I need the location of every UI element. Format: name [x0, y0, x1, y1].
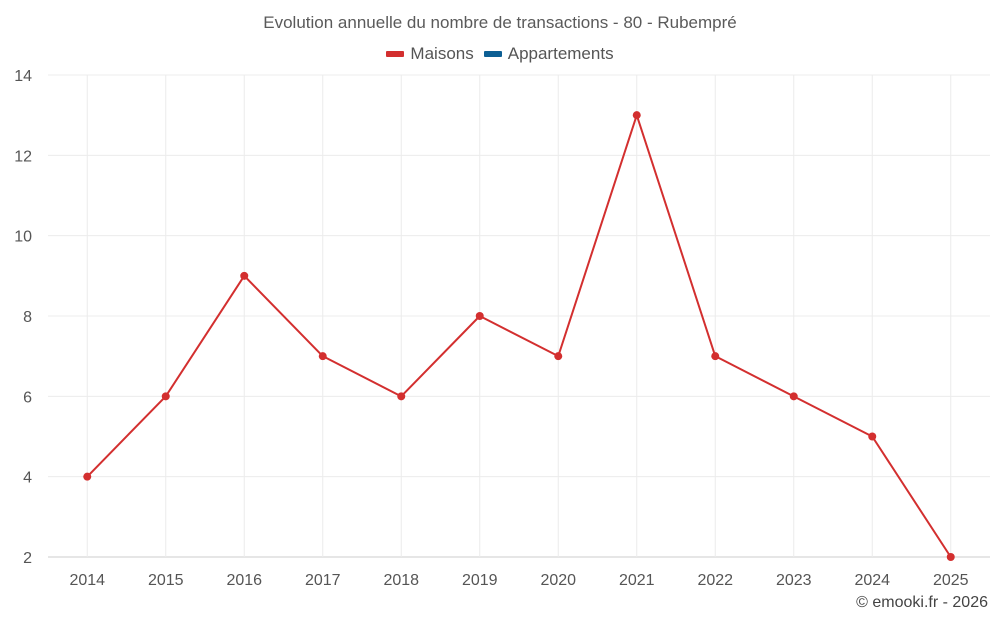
- data-point-maisons-2014: [83, 472, 92, 481]
- x-tick-label: 2016: [226, 572, 262, 589]
- data-point-maisons-2021: [632, 111, 641, 120]
- legend-item-maisons[interactable]: Maisons: [386, 44, 474, 64]
- data-point-maisons-2020: [554, 352, 563, 361]
- legend-label-appartements: Appartements: [507, 44, 614, 63]
- legend-swatch-appartements: [483, 51, 502, 57]
- data-point-maisons-2025: [946, 553, 955, 561]
- legend-item-appartements[interactable]: Appartements: [483, 44, 614, 64]
- x-tick-label: 2025: [933, 572, 969, 589]
- y-tick-label: 8: [23, 309, 32, 326]
- y-tick-label: 6: [23, 389, 32, 406]
- x-tick-label: 2024: [854, 572, 890, 589]
- data-point-maisons-2024: [868, 432, 877, 441]
- x-tick-label: 2019: [462, 572, 498, 589]
- x-tick-label: 2017: [305, 572, 341, 589]
- data-point-maisons-2015: [161, 392, 170, 401]
- chart-title: Evolution annuelle du nombre de transact…: [263, 13, 737, 32]
- x-tick-label: 2015: [148, 572, 184, 589]
- y-tick-label: 2: [23, 550, 32, 567]
- y-tick-label: 10: [14, 229, 32, 246]
- x-tick-label: 2014: [69, 572, 105, 589]
- credit-text: © emooki.fr - 2026: [856, 594, 988, 611]
- series-line-maisons: [86, 114, 952, 558]
- y-tick-label: 4: [23, 470, 32, 487]
- data-point-maisons-2019: [475, 312, 484, 320]
- legend-label-maisons: Maisons: [410, 44, 474, 63]
- x-tick-label: 2021: [619, 572, 655, 589]
- data-point-maisons-2022: [711, 352, 720, 361]
- x-tick-label: 2022: [697, 572, 733, 589]
- y-tick-label: 14: [14, 68, 32, 85]
- data-point-maisons-2016: [240, 271, 249, 280]
- y-tick-label: 12: [14, 148, 32, 165]
- x-tick-label: 2020: [540, 572, 576, 589]
- x-tick-label: 2018: [383, 572, 419, 589]
- data-point-maisons-2018: [397, 392, 406, 401]
- data-point-maisons-2023: [789, 392, 798, 401]
- x-tick-label: 2023: [776, 572, 812, 589]
- legend: Maisons Appartements: [0, 44, 1000, 64]
- legend-swatch-maisons: [386, 51, 405, 57]
- data-point-maisons-2017: [318, 352, 327, 361]
